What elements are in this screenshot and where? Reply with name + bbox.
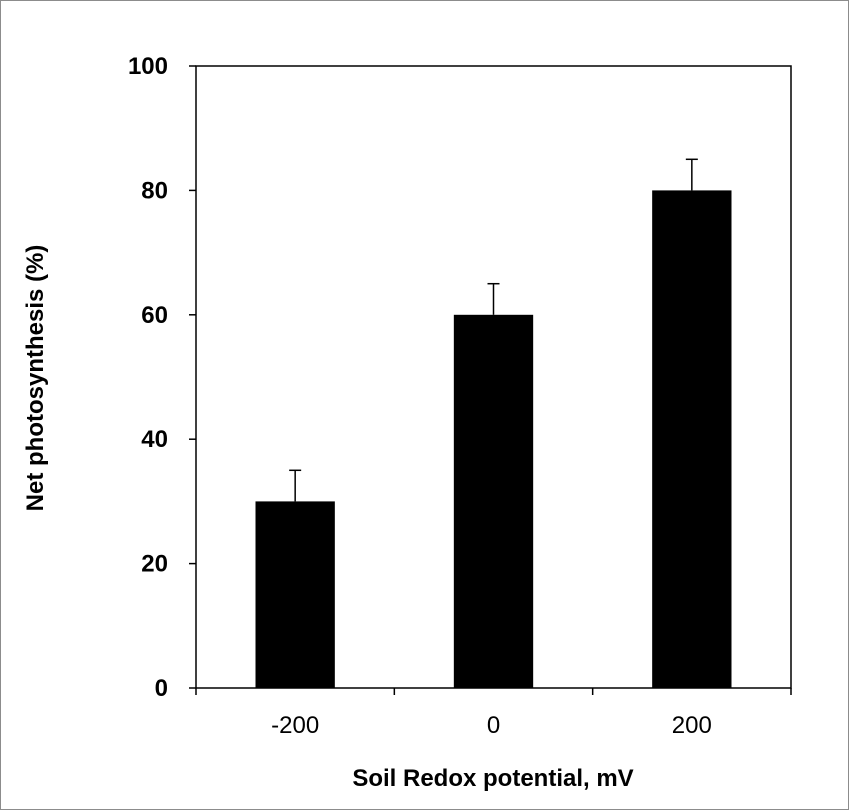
bar-0: [453, 314, 534, 688]
x-axis-title: Soil Redox potential, mV: [352, 765, 633, 792]
x-category-label: 200: [672, 712, 712, 739]
y-tick-label: 100: [128, 53, 168, 80]
y-tick-label: 40: [141, 426, 168, 453]
y-tick-label: 20: [141, 551, 168, 578]
bar--200: [255, 501, 335, 688]
x-category-label: -200: [271, 712, 319, 739]
y-tick-label: 0: [155, 675, 168, 702]
plot-area: 0 20 40 60 80 100 -200 0 200: [128, 53, 792, 739]
y-tick-label: 60: [141, 302, 168, 329]
y-axis-title: Net photosynthesis (%): [22, 245, 49, 512]
bar-200: [652, 190, 732, 688]
y-tick-label: 80: [141, 177, 168, 204]
x-category-label: 0: [487, 712, 500, 739]
